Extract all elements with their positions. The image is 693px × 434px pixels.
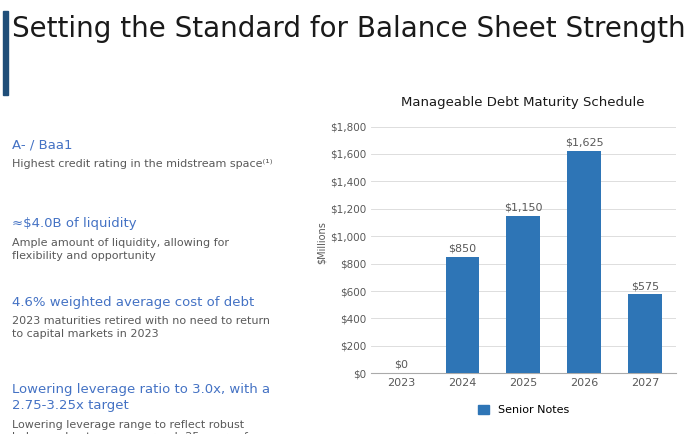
Text: $575: $575 [631,281,659,291]
Text: Highest credit rating in the midstream space⁽¹⁾: Highest credit rating in the midstream s… [12,159,273,169]
Text: 4.6% weighted average cost of debt: 4.6% weighted average cost of debt [12,296,255,309]
Legend: Senior Notes: Senior Notes [473,401,573,420]
Y-axis label: $Millions: $Millions [317,222,327,264]
Title: Manageable Debt Maturity Schedule: Manageable Debt Maturity Schedule [401,96,645,109]
Bar [568,151,601,373]
Bar [507,216,540,373]
Text: Setting the Standard for Balance Sheet Strength: Setting the Standard for Balance Sheet S… [12,15,686,43]
Text: $0: $0 [394,360,408,370]
Text: Lowering leverage ratio to 3.0x, with a
2.75-3.25x target: Lowering leverage ratio to 3.0x, with a … [12,383,270,412]
Text: $850: $850 [448,243,476,253]
Text: ≈$4.0B of liquidity: ≈$4.0B of liquidity [12,217,137,230]
Text: A- / Baa1: A- / Baa1 [12,139,73,152]
Bar [446,257,479,373]
Bar [629,294,662,373]
Text: Ample amount of liquidity, allowing for
flexibility and opportunity: Ample amount of liquidity, allowing for … [12,238,229,260]
Text: Lowering leverage range to reflect robust
balance sheet as we approach 25 years : Lowering leverage range to reflect robus… [12,420,248,434]
Text: $1,625: $1,625 [565,137,604,147]
Text: 2023 maturities retired with no need to return
to capital markets in 2023: 2023 maturities retired with no need to … [12,316,270,339]
Text: $1,150: $1,150 [504,202,543,212]
